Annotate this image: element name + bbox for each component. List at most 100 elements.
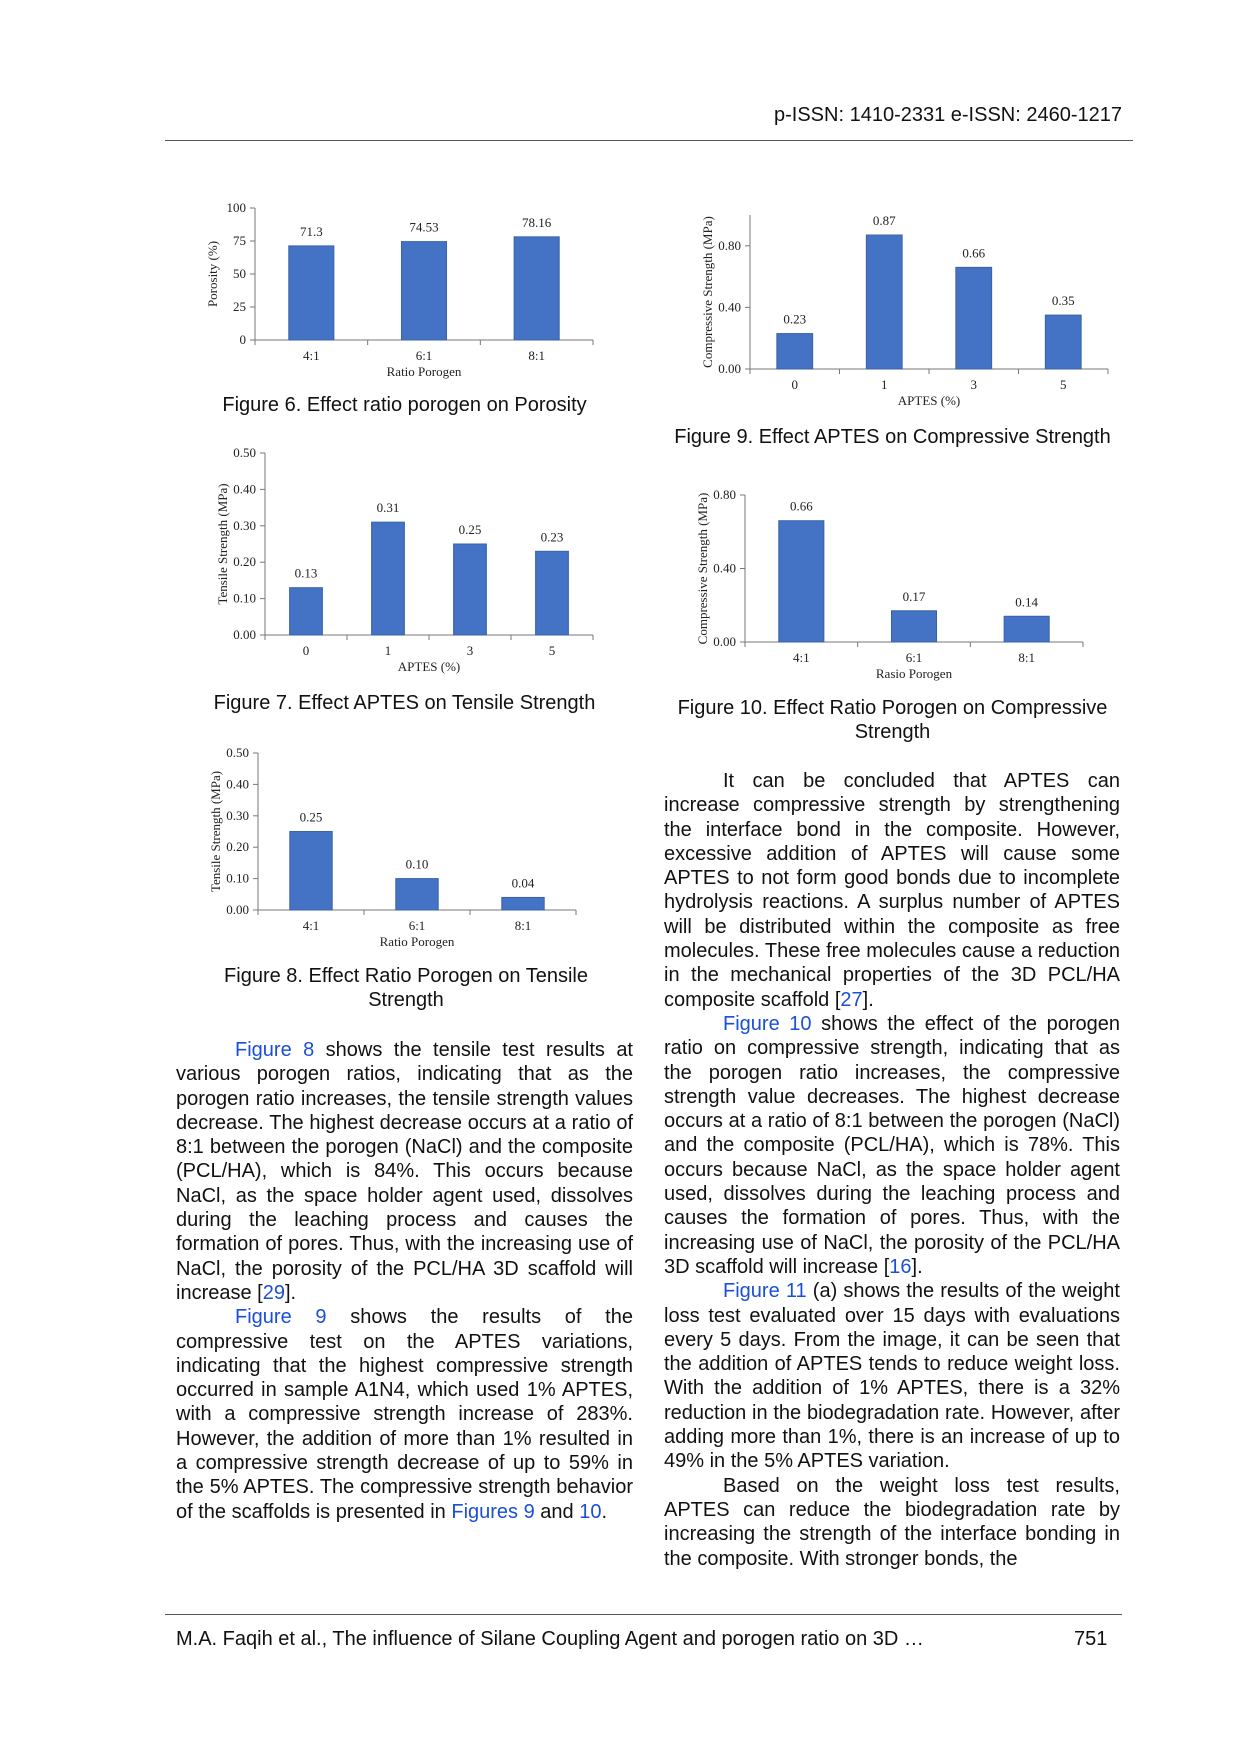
reference-link[interactable]: Figures 9: [451, 1500, 535, 1523]
y-tick-label: 0.80: [718, 238, 741, 253]
text-segment: ].: [862, 988, 874, 1011]
bar: [1044, 314, 1082, 370]
data-label: 0.31: [377, 500, 400, 515]
data-label: 0.23: [541, 529, 564, 544]
bar: [395, 878, 439, 911]
x-tick-label: 8:1: [515, 918, 532, 933]
right-column-text: It can be concluded that APTES can incre…: [664, 769, 1120, 1571]
y-tick-label: 0.20: [233, 554, 256, 569]
y-tick-label: 0.30: [233, 518, 256, 533]
figure-7-chart: 0.00 0.10 0.20 0.30 0.40 0.50 0.13 0 0.31 1 0.25 3 0…: [215, 443, 605, 683]
y-tick-label: 100: [227, 200, 247, 215]
y-tick-label: 0.00: [718, 361, 741, 376]
x-tick-label: 0: [303, 643, 310, 658]
text-segment: It can be concluded that APTES can incre…: [664, 770, 1120, 1011]
data-label: 0.14: [1015, 594, 1038, 609]
data-label: 71.3: [300, 224, 323, 239]
header-rule: [165, 140, 1133, 141]
x-tick-label: 1: [385, 643, 392, 658]
reference-link[interactable]: 29: [262, 1281, 285, 1304]
text-segment: and: [534, 1500, 580, 1523]
reference-link[interactable]: 27: [840, 988, 863, 1011]
bar: [288, 245, 335, 341]
bar: [371, 521, 405, 636]
y-tick-label: 0.00: [233, 627, 256, 642]
bar: [400, 241, 448, 341]
bar: [453, 543, 487, 636]
reference-link[interactable]: Figure 11: [723, 1280, 807, 1303]
x-tick-label: 4:1: [303, 918, 320, 933]
bar: [289, 587, 323, 636]
y-tick-label: 25: [233, 299, 246, 314]
y-tick-label: 0.50: [226, 745, 249, 760]
chart-svg: 0 25 50 75 100 71.3 4:1 74.53 6:1 78.16 8:1 Ratio P…: [205, 200, 594, 379]
data-label: 0.66: [790, 499, 813, 514]
x-axis-label: APTES (%): [898, 393, 960, 408]
y-tick-label: 0.40: [718, 299, 741, 314]
y-axis-label: Tensile Strength (MPa): [215, 483, 230, 604]
data-label: 0.87: [873, 213, 896, 228]
text-segment: (a) shows the results of the weight loss…: [664, 1280, 1120, 1473]
x-tick-label: 1: [881, 377, 888, 392]
paragraph: It can be concluded that APTES can incre…: [664, 769, 1120, 1012]
x-tick-label: 0: [792, 377, 799, 392]
data-label: 0.04: [512, 875, 535, 890]
y-tick-label: 0.30: [226, 808, 249, 823]
y-tick-label: 0.00: [713, 634, 736, 649]
data-label: 78.16: [522, 215, 552, 230]
data-label: 0.35: [1052, 293, 1075, 308]
y-tick-label: 0.40: [226, 776, 249, 791]
x-tick-label: 6:1: [416, 348, 433, 363]
figure-6-chart: 0 25 50 75 100 71.3 4:1 74.53 6:1 78.16 8:1 Ratio P…: [205, 198, 605, 388]
x-axis-label: APTES (%): [398, 659, 460, 674]
x-tick-label: 8:1: [528, 348, 545, 363]
bar: [535, 550, 569, 636]
y-tick-label: 0.40: [713, 561, 736, 576]
x-axis-label: Rasio Porogen: [876, 666, 953, 681]
text-segment: Based on the weight loss test results, A…: [664, 1474, 1120, 1570]
data-label: 0.23: [783, 312, 806, 327]
chart-svg: 0.00 0.40 0.80 0.66 4:1 0.17 6:1 0.14 8:1 Rasio P…: [695, 487, 1084, 681]
y-tick-label: 75: [233, 233, 246, 248]
paragraph: Figure 8 shows the tensile test results …: [176, 1038, 633, 1305]
text-segment: .: [601, 1500, 608, 1523]
x-tick-label: 3: [467, 643, 474, 658]
footer-rule: [165, 1614, 1122, 1615]
y-tick-label: 0.10: [233, 591, 256, 606]
y-tick-label: 0.00: [226, 902, 249, 917]
left-column-text: Figure 8 shows the tensile test results …: [176, 1038, 633, 1524]
figure-10-caption: Figure 10. Effect Ratio Porogen on Compr…: [677, 697, 1108, 743]
x-axis-label: Ratio Porogen: [380, 934, 455, 949]
figure-8-chart: 0.00 0.10 0.20 0.30 0.40 0.50 0.25 4:1 0.10 6:1 0.…: [208, 743, 588, 958]
reference-link[interactable]: 10: [579, 1500, 602, 1523]
text-segment: ].: [911, 1255, 923, 1278]
y-tick-label: 50: [233, 266, 246, 281]
reference-link[interactable]: Figure 9: [235, 1306, 327, 1329]
paragraph: Figure 10 shows the effect of the poroge…: [664, 1012, 1120, 1279]
reference-link[interactable]: 16: [889, 1255, 912, 1278]
figure-9-chart: 0.00 0.40 0.80 0.23 0 0.87 1 0.66 3 0.35 5 APTES (%…: [700, 205, 1120, 417]
bar: [776, 333, 814, 370]
data-label: 0.25: [300, 810, 323, 825]
text-segment: shows the effect of the porogen ratio on…: [664, 1012, 1120, 1278]
bar: [955, 266, 993, 370]
x-tick-label: 4:1: [303, 348, 320, 363]
x-tick-label: 4:1: [793, 650, 810, 665]
y-tick-label: 0.10: [226, 871, 249, 886]
paragraph: Based on the weight loss test results, A…: [664, 1474, 1120, 1571]
x-tick-label: 6:1: [409, 918, 426, 933]
x-tick-label: 5: [549, 643, 556, 658]
reference-link[interactable]: Figure 8: [235, 1039, 315, 1061]
text-segment: shows the results of the compressive tes…: [176, 1306, 633, 1523]
bar: [778, 520, 825, 643]
y-axis-label: Porosity (%): [205, 241, 220, 307]
reference-link[interactable]: Figure 10: [723, 1012, 812, 1035]
bar: [513, 236, 560, 341]
bar: [890, 610, 938, 643]
x-tick-label: 3: [971, 377, 978, 392]
data-label: 0.10: [406, 857, 429, 872]
chart-svg: 0.00 0.10 0.20 0.30 0.40 0.50 0.13 0 0.31 1 0.25 3 0…: [215, 445, 594, 674]
figure-7-caption: Figure 7. Effect APTES on Tensile Streng…: [213, 692, 596, 714]
paragraph: Figure 9 shows the results of the compre…: [176, 1305, 633, 1524]
x-tick-label: 8:1: [1018, 650, 1035, 665]
